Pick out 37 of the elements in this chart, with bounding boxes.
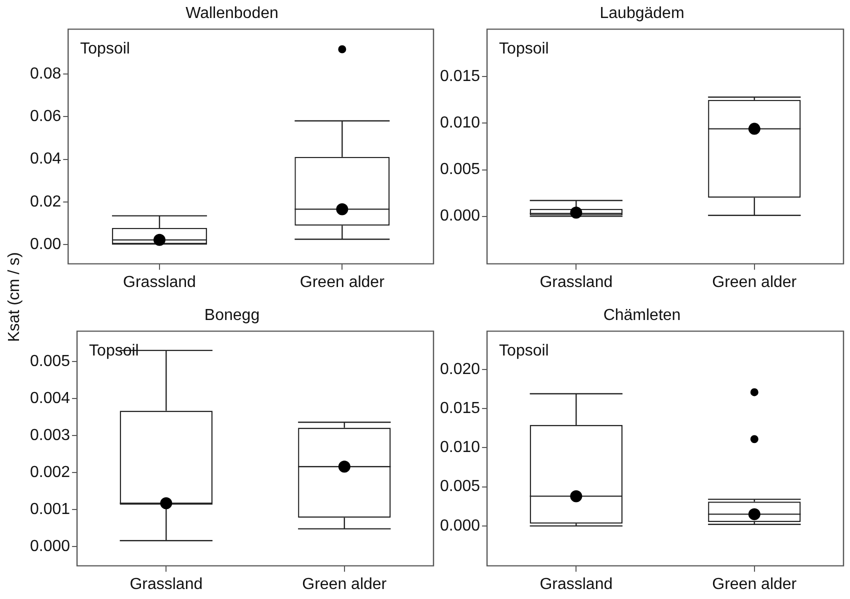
chart-title: Bonegg (204, 307, 260, 324)
y-tick-label: 0.08 (30, 65, 62, 82)
x-tick-label: Grassland (123, 274, 196, 291)
y-tick-label: 0.015 (440, 68, 480, 86)
y-tick-label: 0.010 (440, 439, 480, 456)
chart-title: Wallenboden (186, 5, 278, 22)
x-tick-label: Green alder (302, 576, 388, 593)
chart-title: Chämleten (603, 307, 681, 324)
y-tick-label: 0.02 (30, 193, 62, 210)
x-tick-label: Green alder (712, 576, 798, 593)
annotation: Topsoil (499, 342, 549, 360)
x-tick-label: Grassland (130, 576, 203, 593)
y-tick-label: 0.06 (30, 108, 62, 126)
x-tick-label: Grassland (540, 274, 613, 291)
y-tick-label: 0.004 (30, 390, 70, 407)
x-tick-label: Green alder (712, 274, 798, 291)
y-tick-label: 0.020 (440, 360, 480, 378)
chart-title: Laubgädem (600, 5, 684, 22)
y-axis-title: Ksat (cm / s) (6, 251, 24, 344)
y-tick-label: 0.005 (30, 352, 70, 370)
y-tick-label: 0.005 (440, 478, 480, 496)
y-tick-label: 0.04 (30, 150, 62, 168)
y-tick-label: 0.003 (30, 426, 70, 444)
y-tick-label: 0.001 (30, 500, 70, 518)
y-tick-label: 0.015 (440, 400, 480, 418)
y-tick-label: 0.000 (440, 208, 480, 225)
annotation: Topsoil (499, 40, 549, 58)
annotation: Topsoil (89, 342, 139, 360)
y-tick-label: 0.00 (30, 236, 62, 254)
x-tick-label: Grassland (540, 576, 613, 593)
y-tick-label: 0.000 (440, 517, 480, 534)
y-tick-label: 0.010 (440, 114, 480, 132)
y-tick-label: 0.000 (30, 538, 70, 555)
x-tick-label: Green alder (300, 274, 386, 291)
y-tick-label: 0.005 (440, 161, 480, 178)
annotation: Topsoil (80, 40, 130, 58)
y-tick-label: 0.002 (30, 464, 70, 481)
